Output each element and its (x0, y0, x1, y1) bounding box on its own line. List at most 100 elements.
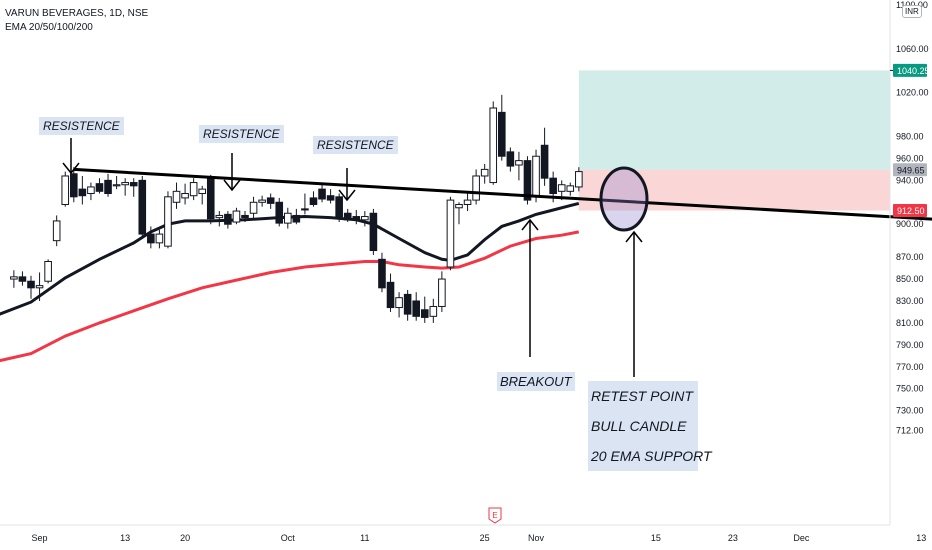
candle-body (386, 281, 395, 309)
ema-50-line (0, 230, 580, 363)
resistance-trendline (73, 167, 932, 221)
time-tick-label: 20 (180, 533, 190, 543)
candle-body (378, 258, 386, 289)
candle-body (155, 233, 164, 244)
price-tick-label: 1020.00 (896, 88, 929, 98)
candle-body (61, 175, 70, 205)
candle-body (284, 212, 292, 224)
candle-body (70, 173, 78, 198)
annotation-retest-line-1: RETEST POINT (591, 388, 693, 404)
candle-body (172, 190, 181, 203)
candle-body (258, 199, 266, 203)
candle-body (326, 195, 335, 201)
candle-body (540, 144, 549, 179)
arrow-resistance-2-head (223, 179, 241, 192)
time-tick-label: 23 (728, 533, 738, 543)
annotation-retest-line-3: 20 EMA SUPPORT (591, 448, 712, 464)
candle-body (335, 196, 343, 219)
candle-body (343, 212, 352, 221)
candle-body (121, 182, 129, 186)
candle-body (129, 182, 138, 187)
candle-body (224, 213, 232, 225)
candle-body (112, 184, 121, 187)
time-tick-label: 13 (916, 533, 926, 543)
price-tick-label: 960.00 (896, 153, 924, 163)
price-tag-label: 949.65 (897, 165, 925, 175)
price-tick-label: 900.00 (896, 219, 924, 229)
annotation-retest: RETEST POINT BULL CANDLE 20 EMA SUPPORT (588, 381, 712, 471)
time-tick-label: 11 (360, 533, 369, 543)
time-tick-label: 13 (120, 533, 130, 543)
candle-body (472, 175, 480, 201)
price-tag-stop (893, 204, 927, 218)
candle-body (266, 197, 275, 204)
candle-body (515, 160, 523, 166)
candle-body (557, 184, 566, 192)
annotation-resistance-3: RESISTENCE (313, 136, 398, 154)
candle-body (446, 199, 455, 268)
time-tick-label: 25 (480, 533, 490, 543)
price-tag-current (893, 163, 927, 177)
candle-body (301, 208, 309, 211)
candle-body (438, 278, 446, 307)
price-tick-label: 940.00 (896, 175, 924, 185)
candle-body (498, 111, 506, 157)
candle-body (147, 233, 155, 244)
candle-body (18, 276, 27, 282)
price-tick-label: 770.00 (896, 362, 924, 372)
annotation-breakout: BREAKOUT (497, 372, 575, 391)
candle-body (523, 160, 532, 201)
price-tick-label: 850.00 (896, 274, 924, 284)
price-tick-label: 730.00 (896, 406, 924, 416)
candle-body (369, 212, 378, 252)
retest-ellipse (599, 166, 649, 232)
price-tick-label: 790.00 (896, 340, 924, 350)
annotation-resistance-2: RESISTENCE (199, 125, 284, 143)
chart-title: VARUN BEVERAGES, 1D, NSE (5, 8, 149, 19)
currency-badge[interactable]: INR (902, 5, 922, 18)
price-tag-label: 1040.25 (897, 66, 930, 76)
price-tick-label: 1060.00 (896, 44, 929, 54)
drawings (62, 138, 932, 377)
candle-body (489, 107, 498, 184)
candle-body (44, 261, 52, 282)
candle-body (249, 201, 258, 214)
candle-body (95, 183, 104, 192)
candle-body (395, 297, 403, 309)
candle-body (420, 309, 429, 318)
price-tick-label: 980.00 (896, 132, 924, 142)
indicator-legend[interactable]: EMA 20/50/100/200 (5, 22, 93, 33)
candle-body (206, 177, 215, 220)
candle-body (455, 203, 463, 209)
candle-body (35, 285, 44, 289)
candle-body (189, 182, 198, 197)
price-tick-label: 830.00 (896, 296, 924, 306)
candle-body (275, 201, 284, 224)
candle-body (292, 214, 301, 223)
time-tick-label: Dec (793, 533, 810, 543)
candle-body (403, 293, 412, 315)
price-tick-label: 750.00 (896, 384, 924, 394)
candle-body (463, 199, 472, 205)
time-axis[interactable]: Sep1320Oct1125Nov1523Dec1320E (0, 507, 932, 543)
candle-body (506, 151, 515, 167)
time-tick-label: Sep (32, 533, 48, 543)
arrow-retest-head (625, 230, 643, 243)
candle-body (575, 171, 583, 188)
earnings-marker-label: E (492, 511, 497, 520)
candle-body (232, 210, 241, 223)
price-tag-label: 912.50 (897, 206, 925, 216)
arrow-resistance-1-head (62, 162, 80, 175)
target-zone (578, 70, 890, 170)
candle-body (309, 197, 318, 205)
candle-body (87, 186, 95, 195)
candle-body (566, 185, 575, 192)
candle-body (361, 216, 369, 221)
price-axis[interactable]: 712.00 730.00 750.00 770.00 790.00 810.00 830.… (889, 0, 930, 525)
candle-body (480, 168, 489, 177)
price-tick-label: 712.00 (896, 425, 924, 435)
candle-body (318, 188, 326, 200)
candle-body (241, 214, 249, 219)
price-tag-target (893, 63, 927, 77)
